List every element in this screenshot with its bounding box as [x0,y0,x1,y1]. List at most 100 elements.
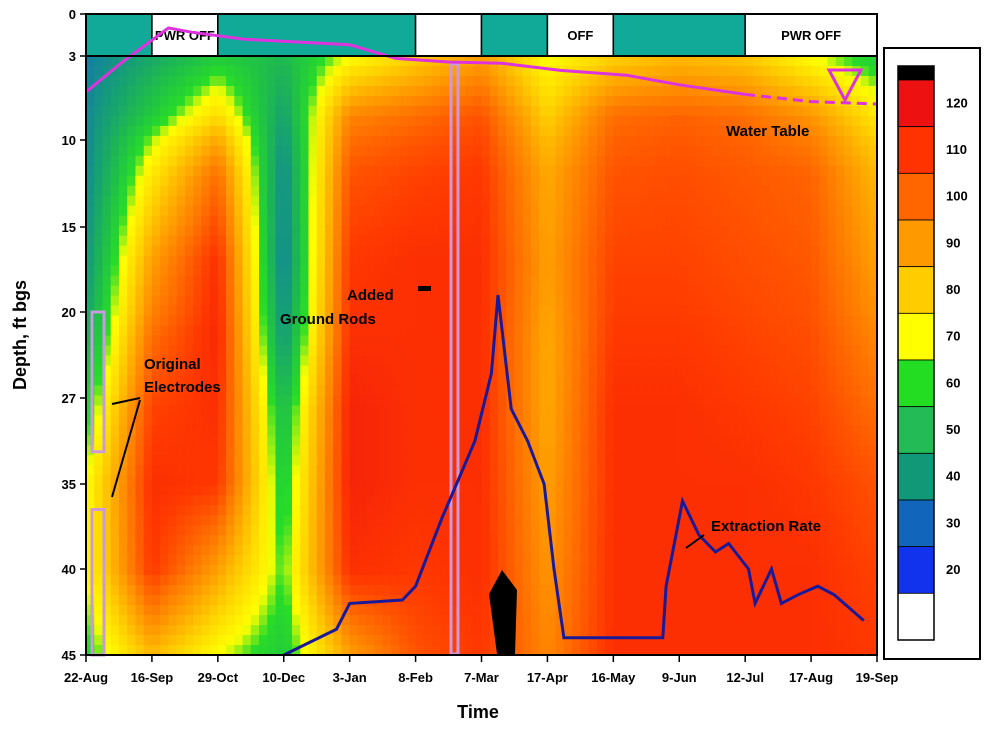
heat-cell [530,435,540,446]
heat-cell [300,175,310,187]
heat-cell [605,75,614,87]
heat-cell [242,185,252,197]
heat-cell [184,355,194,367]
heat-cell [481,625,491,636]
heat-cell [110,75,120,87]
heat-cell [341,145,351,157]
heat-cell [151,355,161,367]
heat-cell [703,535,713,546]
heat-cell [160,595,169,606]
heat-cell [621,515,631,526]
heat-cell [193,475,202,486]
heat-cell [242,565,252,576]
heat-cell [530,545,540,556]
heat-cell [456,565,466,576]
heat-cell [382,565,392,576]
heat-cell [176,265,186,277]
heat-cell [456,145,466,157]
heat-cell [605,225,614,237]
heat-cell [530,56,540,67]
heat-cell [234,485,244,496]
heat-cell [275,235,285,247]
heat-cell [366,535,375,546]
heat-cell [184,575,194,586]
heat-cell [423,485,433,496]
heat-cell [745,215,755,227]
heat-cell [86,645,95,655]
heat-cell [324,335,334,347]
heat-cell [226,115,235,127]
heat-cell [654,465,664,476]
heat-cell [201,495,211,506]
heat-cell [267,585,277,596]
heat-cell [448,645,458,655]
heat-cell [102,425,112,436]
heat-cell [481,615,491,626]
heat-cell [497,475,507,486]
heat-cell [555,285,565,297]
heat-cell [448,135,458,147]
heat-cell [703,635,713,646]
heat-cell [613,315,623,327]
heat-cell [530,385,540,397]
heat-cell [390,175,400,187]
heat-cell [291,515,301,526]
power-status-segment [612,13,746,57]
heat-cell [432,175,441,187]
heat-cell [588,85,598,97]
heat-cell [184,455,194,466]
heat-cell [465,425,474,436]
heat-cell [102,135,112,147]
heat-cell [102,225,112,237]
heat-cell [226,105,235,117]
heat-cell [563,285,573,297]
heat-cell [432,265,441,277]
heat-cell [151,515,161,526]
heat-cell [242,315,252,327]
heat-cell [390,205,400,217]
heat-cell [127,595,137,606]
heat-cell [118,115,128,127]
heat-cell [209,435,219,446]
heat-cell [703,85,713,97]
heat-cell [671,465,680,476]
heat-cell [407,385,417,397]
heat-cell [267,165,277,177]
heat-cell [333,625,343,636]
heat-cell [572,365,581,377]
heat-cell [547,485,557,496]
heat-cell [555,575,565,586]
heat-cell [440,155,450,167]
heat-cell [176,315,186,327]
heat-cell [473,475,483,486]
heat-cell [481,205,491,217]
heat-cell [127,505,137,516]
heat-cell [102,145,112,157]
heat-cell [753,195,763,207]
heat-cell [176,95,186,107]
heat-cell [184,345,194,357]
heat-cell [423,105,433,117]
heat-cell [226,515,235,526]
heat-cell [638,205,647,217]
heat-cell [687,175,697,187]
heat-cell [168,485,178,496]
heat-cell [720,465,730,476]
heat-cell [465,165,474,177]
heat-cell [432,465,441,476]
heat-cell [209,295,219,307]
heat-cell [596,485,606,496]
heat-cell [217,515,227,526]
heat-cell [151,95,161,107]
heat-cell [300,515,310,526]
heat-cell [407,265,417,277]
heat-cell [333,465,343,476]
heat-cell [629,205,639,217]
heat-cell [160,95,169,107]
heat-cell [127,65,137,77]
heat-cell [588,395,598,407]
heat-cell [234,355,244,367]
heat-cell [654,115,664,127]
heat-cell [580,155,590,167]
heat-cell [283,465,293,476]
